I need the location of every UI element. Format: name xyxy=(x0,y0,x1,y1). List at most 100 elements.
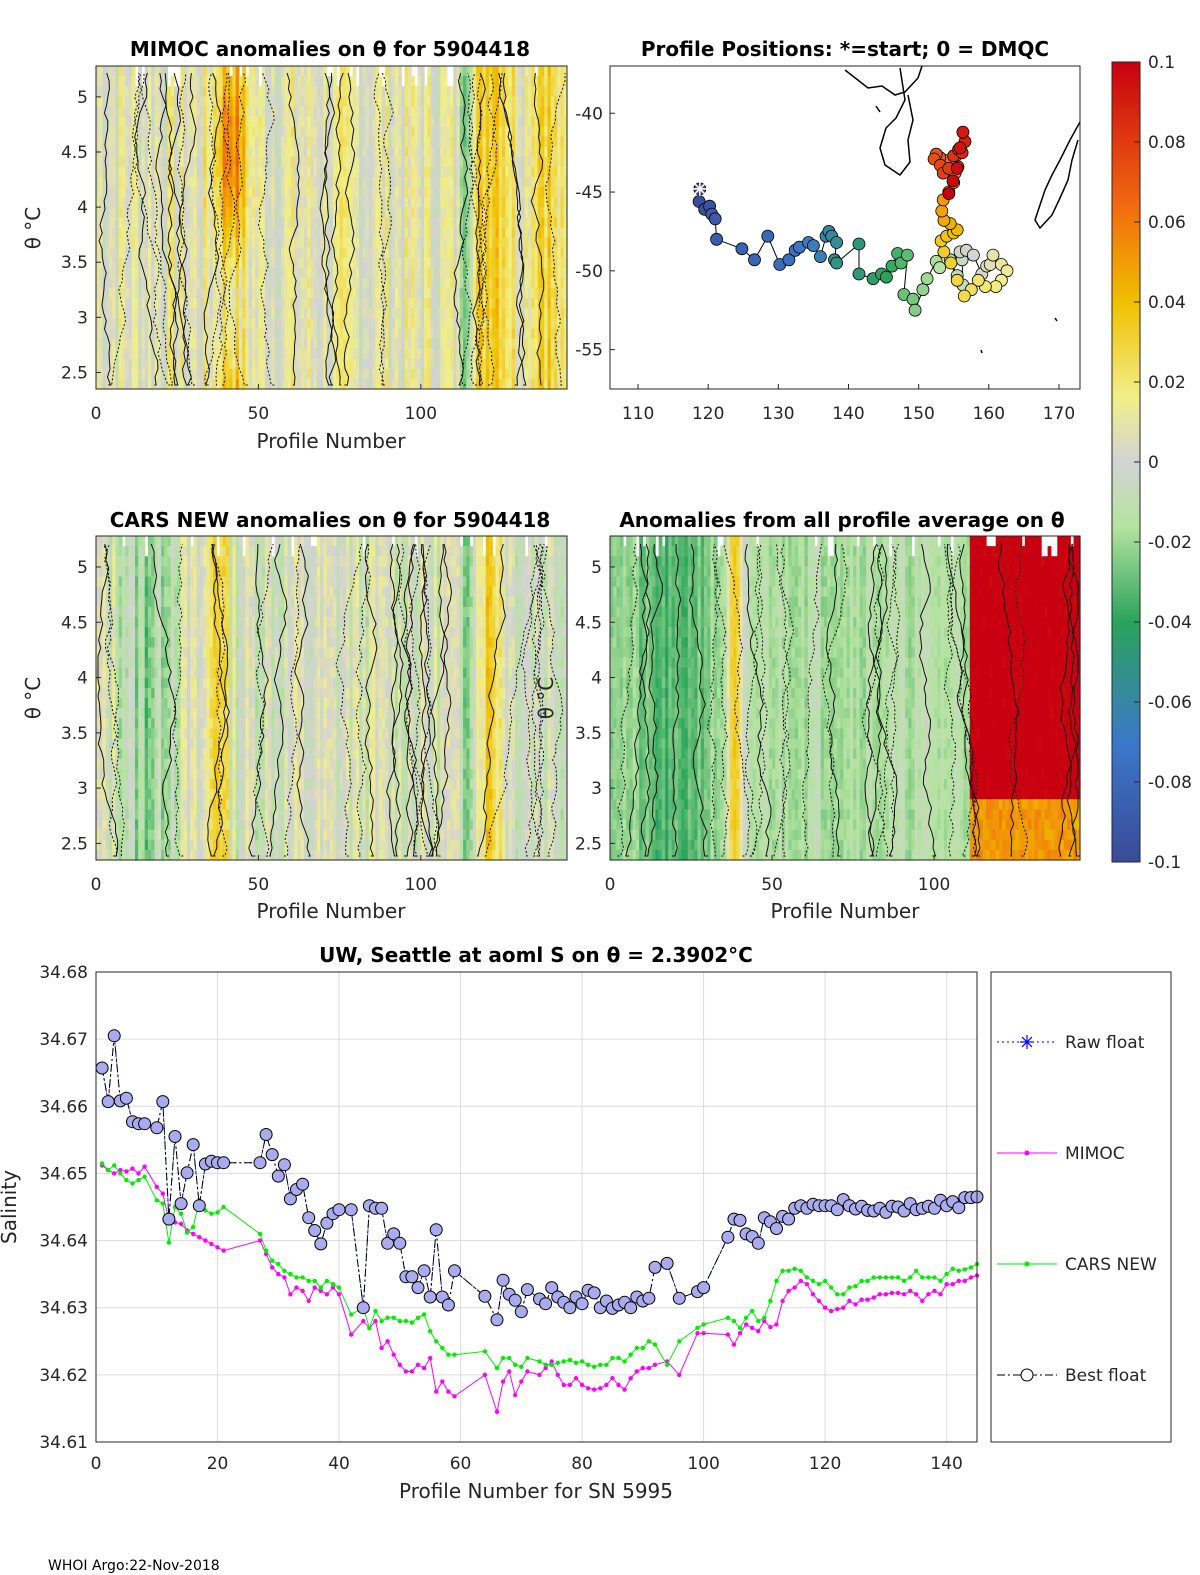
heatmap-cell xyxy=(209,126,214,138)
heatmap-cell xyxy=(528,217,532,229)
heatmap-cell xyxy=(485,338,490,350)
heatmap-cell xyxy=(173,96,178,107)
heatmap-cell xyxy=(206,136,211,148)
heatmap-cell xyxy=(346,106,350,118)
heatmap-cell xyxy=(222,76,227,87)
heatmap-cell xyxy=(105,197,110,208)
y-tick-label: 3 xyxy=(77,308,88,328)
heatmap-cell xyxy=(164,166,169,178)
heatmap-cell xyxy=(563,207,568,218)
heatmap-cell xyxy=(336,217,341,229)
heatmap-cell xyxy=(336,358,341,370)
heatmap-cell xyxy=(157,126,162,138)
heatmap-cell xyxy=(238,378,243,390)
heatmap-cell xyxy=(407,177,412,188)
heatmap-cell xyxy=(352,187,357,198)
heatmap-cell xyxy=(112,288,117,299)
heatmap-cell xyxy=(531,116,536,128)
heatmap-cell xyxy=(394,86,399,97)
heatmap-cell xyxy=(248,207,253,218)
heatmap-cell xyxy=(99,166,104,178)
heatmap-cell xyxy=(349,177,354,188)
heatmap-cell xyxy=(264,116,269,128)
heatmap-cell xyxy=(414,126,419,138)
heatmap-cell xyxy=(222,197,227,208)
heatmap-cell xyxy=(342,116,347,128)
heatmap-cell xyxy=(225,116,230,128)
heatmap-cell xyxy=(96,308,100,319)
heatmap-cell xyxy=(554,368,558,380)
heatmap-cell xyxy=(115,227,120,239)
heatmap-cell xyxy=(446,136,451,148)
heatmap-cell xyxy=(271,217,276,229)
heatmap-cell xyxy=(521,378,526,390)
heatmap-cell xyxy=(381,96,386,107)
heatmap-cell xyxy=(235,146,240,158)
heatmap-cell xyxy=(342,368,347,380)
heatmap-cell xyxy=(557,288,562,299)
heatmap-cell xyxy=(560,166,565,178)
heatmap-cell xyxy=(112,277,117,289)
heatmap-cell xyxy=(294,106,298,118)
heatmap-cell xyxy=(414,86,419,97)
heatmap-cell xyxy=(320,136,324,148)
heatmap-cell xyxy=(453,277,458,289)
heatmap-cell xyxy=(128,106,133,118)
heatmap-cell xyxy=(297,348,302,360)
heatmap-cell xyxy=(177,187,182,198)
heatmap-cell xyxy=(209,288,214,299)
colorbar: 0.10.080.060.040.020-0.02-0.04-0.06-0.08… xyxy=(1111,53,1192,873)
heatmap-cell xyxy=(144,166,149,178)
heatmap-cell xyxy=(245,126,250,138)
heatmap-cell xyxy=(524,197,529,208)
heatmap-cell xyxy=(378,217,383,229)
heatmap-cell xyxy=(466,156,471,168)
heatmap-cell xyxy=(378,358,383,370)
heatmap-cell xyxy=(112,96,117,107)
heatmap-cell xyxy=(368,136,373,148)
heatmap-cell xyxy=(99,288,104,299)
heatmap-cell xyxy=(222,298,227,309)
heatmap-cell xyxy=(482,177,487,188)
heatmap-cell xyxy=(541,187,545,198)
heatmap-cell xyxy=(362,96,367,107)
heatmap-cell xyxy=(329,308,334,319)
heatmap-cell xyxy=(297,166,302,178)
heatmap-cell xyxy=(183,308,188,319)
heatmap-cell xyxy=(112,106,117,118)
heatmap-cell xyxy=(199,227,204,239)
heatmap-cell xyxy=(550,378,555,390)
heatmap-cell xyxy=(407,136,412,148)
profile-position-marker xyxy=(880,270,893,284)
heatmap-cell xyxy=(453,106,458,118)
heatmap-cell xyxy=(157,338,162,350)
heatmap-cell xyxy=(381,277,386,289)
heatmap-cell xyxy=(219,146,224,158)
heatmap-cell xyxy=(303,227,308,239)
heatmap-cell xyxy=(469,348,474,360)
heatmap-cell xyxy=(557,217,562,229)
heatmap-cell xyxy=(401,227,406,239)
heatmap-cell xyxy=(277,96,282,107)
heatmap-cell xyxy=(222,106,227,118)
heatmap-cell xyxy=(430,86,435,97)
heatmap-cell xyxy=(131,106,136,118)
heatmap-cell xyxy=(300,237,305,249)
heatmap-cell xyxy=(225,106,230,118)
heatmap-cell xyxy=(251,368,256,380)
heatmap-cell xyxy=(144,267,149,279)
heatmap-cell xyxy=(212,187,217,198)
heatmap-cell xyxy=(407,328,412,340)
heatmap-cell xyxy=(294,247,298,259)
heatmap-cell xyxy=(550,146,555,158)
heatmap-cell xyxy=(515,267,519,279)
heatmap-cell xyxy=(170,338,175,350)
heatmap-cell xyxy=(349,207,354,218)
heatmap-cell xyxy=(495,116,500,128)
heatmap-cell xyxy=(164,227,169,239)
heatmap-cell xyxy=(170,298,175,309)
heatmap-cell xyxy=(186,298,191,309)
heatmap-cell xyxy=(544,197,549,208)
heatmap-cell xyxy=(316,217,321,229)
heatmap-cell xyxy=(476,156,480,168)
